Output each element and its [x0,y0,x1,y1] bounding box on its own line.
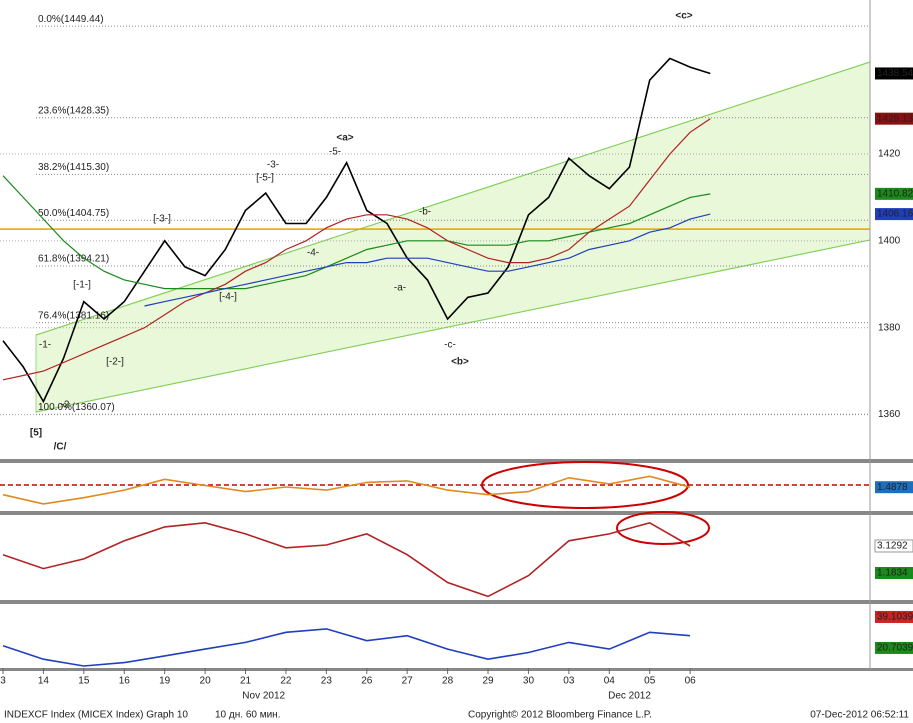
wave-label: -5- [329,147,341,158]
x-tick-label: 04 [604,676,616,687]
wave-label: [-1-] [73,280,91,291]
wave-label: -a- [394,283,406,294]
x-tick-label: 28 [442,676,454,687]
price-label-box [875,641,913,654]
wave-label: -2 [61,400,70,411]
price-label-box [875,67,913,80]
x-tick-label: 26 [361,676,373,687]
x-tick-label: 14 [38,676,50,687]
y-tick-label: 1420 [878,149,901,160]
fib-label: 76.4%(1381.16) [38,310,109,321]
wave-label: <a> [336,133,353,144]
price-label: 1410.82 [877,188,913,199]
wave-label: [-5-] [256,173,274,184]
wave-label: -1- [39,340,51,351]
x-tick-label: 15 [78,676,90,687]
x-tick-label: 30 [523,676,535,687]
wave-label: [-3-] [153,214,171,225]
footer-period: 10 дн. 60 мин. [215,710,280,721]
x-tick-label: 16 [119,676,131,687]
price-label: 1.1834 [877,568,908,579]
x-period-label: Nov 2012 [242,691,285,702]
panel-separator [0,511,913,515]
price-label-box [874,539,913,553]
wave-label: -4- [307,248,319,259]
wave-label: -3- [267,160,279,171]
price-label-box [875,112,913,125]
x-tick-label: 20 [200,676,212,687]
wave-label: [-2-] [106,357,124,368]
panel-separator [0,600,913,604]
x-tick-label: 27 [402,676,414,687]
price-label-box [875,187,913,200]
wave-label: -c- [444,340,456,351]
price-label: 3.1292 [877,541,908,552]
series-line [2,521,691,598]
footer-left: INDEXCF Index (MICEX Index) Graph 10 [4,710,188,721]
fib-label: 50.0%(1404.75) [38,208,109,219]
series-line [2,118,711,381]
fib-label: 38.2%(1415.30) [38,162,109,173]
wave-label: <b> [451,357,469,368]
price-label: 20.7039 [877,643,913,654]
x-tick-label: 23 [321,676,333,687]
y-tick-label: 1380 [878,322,901,333]
price-label-box [875,567,913,580]
footer-copyright: Copyright© 2012 Bloomberg Finance L.P. [468,710,652,721]
highlight-ellipse [616,511,710,545]
x-tick-label: 3 [0,676,6,687]
fib-label: 0.0%(1449.44) [38,14,104,25]
series-line [2,628,691,667]
wave-label: /C/ [54,442,67,453]
y-tick-label: 1400 [878,235,901,246]
price-label: 1428.13 [877,113,913,124]
price-label-box [875,610,913,623]
panel-separator [0,668,913,671]
footer-timestamp: 07-Dec-2012 06:52:11 [810,710,909,721]
channel-bottom [35,239,871,413]
series-line [2,57,711,404]
y-tick-label: 1360 [878,409,901,420]
x-tick-label: 21 [240,676,252,687]
price-label-box [875,481,913,494]
series-line [2,175,711,290]
wave-label: [-4-] [219,292,237,303]
x-tick-label: 22 [280,676,292,687]
price-label: 39.1039 [877,612,913,623]
x-tick-label: 03 [563,676,575,687]
series-line [2,475,691,505]
price-label: 1406.16 [877,209,913,220]
panel-separator [0,459,913,463]
series-line [144,213,711,307]
channel-top [35,61,871,336]
wave-label: <c> [675,11,692,22]
x-tick-label: 29 [482,676,494,687]
fib-label: 100.0%(1360.07) [38,402,115,413]
x-tick-label: 05 [644,676,656,687]
price-label: 1.4878 [877,482,908,493]
x-tick-label: 19 [159,676,171,687]
price-label: 1438.54 [877,68,913,79]
wave-label: -b- [419,207,431,218]
x-period-label: Dec 2012 [608,691,651,702]
fib-label: 23.6%(1428.35) [38,105,109,116]
wave-label: [5] [30,428,42,439]
x-tick-label: 06 [685,676,697,687]
fib-label: 61.8%(1394.21) [38,254,109,265]
price-label-box [875,208,913,221]
